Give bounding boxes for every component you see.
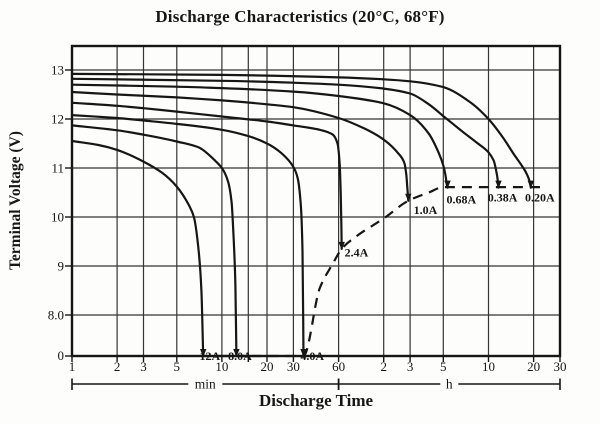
y-tick-label-9: 9 bbox=[58, 259, 65, 274]
series-curve-2.4A bbox=[70, 101, 343, 250]
series-arrowhead-0.20A bbox=[527, 180, 534, 189]
x-tick-label-5: 5 bbox=[174, 359, 181, 374]
x-tick-label-3: 3 bbox=[140, 359, 147, 374]
x-tick-label-30: 30 bbox=[287, 359, 300, 374]
x-tick-label-300: 5 bbox=[440, 359, 447, 374]
series-curve-0.20A bbox=[70, 72, 532, 189]
x-tick-label-60: 60 bbox=[332, 359, 345, 374]
series-curve-1.0A bbox=[70, 90, 410, 202]
unit-label-min: min bbox=[195, 377, 216, 392]
series-arrowhead-8.0A bbox=[233, 349, 240, 357]
y-tick-label-10: 10 bbox=[51, 210, 64, 225]
series-arrowhead-0.38A bbox=[495, 180, 502, 189]
x-tick-label-180: 3 bbox=[407, 359, 414, 374]
series-label-2.4A: 2.4A bbox=[345, 245, 369, 259]
series-curve-0.68A bbox=[70, 83, 449, 189]
series-label-0.20A: 0.20A bbox=[525, 190, 555, 204]
chart-title: Discharge Characteristics (20°C, 68°F) bbox=[155, 7, 445, 26]
series-label-0.68A: 0.68A bbox=[446, 192, 476, 206]
y-tick-label-0: 0 bbox=[58, 348, 65, 363]
series-curve-0.38A bbox=[70, 77, 500, 189]
series-label-4.0A: 4.0A bbox=[300, 349, 324, 363]
series-label-12A: 12A bbox=[199, 349, 220, 363]
cutoff-voltage-line bbox=[200, 185, 544, 358]
series-arrowhead-12A bbox=[200, 349, 207, 357]
unit-label-h: h bbox=[446, 377, 453, 392]
y-tick-label-8: 8.0 bbox=[48, 308, 64, 323]
series-label-1.0A: 1.0A bbox=[414, 203, 438, 217]
x-tick-label-1: 1 bbox=[69, 359, 76, 374]
x-tick-label-1200: 20 bbox=[527, 359, 540, 374]
x-tick-label-1800: 30 bbox=[554, 359, 567, 374]
series-arrowhead-2.4A bbox=[338, 241, 345, 250]
x-tick-label-10: 10 bbox=[215, 359, 228, 374]
x-tick-label-2: 2 bbox=[114, 359, 121, 374]
y-tick-label-12: 12 bbox=[51, 112, 64, 127]
series-label-8.0A: 8.0A bbox=[228, 349, 252, 363]
x-tick-label-120: 2 bbox=[380, 359, 387, 374]
series-curve-4.0A bbox=[70, 114, 305, 358]
series-arrowhead-4.0A bbox=[300, 349, 307, 357]
x-tick-label-600: 10 bbox=[482, 359, 495, 374]
series-curve-12A bbox=[70, 139, 205, 358]
series-curve-8.0A bbox=[70, 124, 238, 358]
y-tick-label-11: 11 bbox=[51, 161, 64, 176]
y-tick-label-13: 13 bbox=[51, 63, 64, 78]
series-label-0.38A: 0.38A bbox=[488, 190, 518, 204]
series-arrowhead-1.0A bbox=[405, 193, 412, 202]
plot-border bbox=[70, 44, 562, 358]
x-tick-label-20: 20 bbox=[261, 359, 274, 374]
series-arrowhead-0.68A bbox=[444, 180, 451, 189]
x-axis-title: Discharge Time bbox=[258, 391, 374, 410]
